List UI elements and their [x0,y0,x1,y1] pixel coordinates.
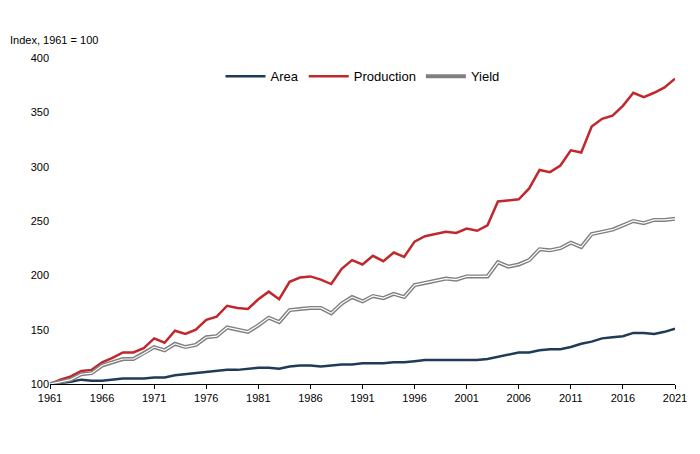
svg-text:Area: Area [271,69,299,84]
svg-text:1971: 1971 [142,392,166,404]
svg-text:1976: 1976 [194,392,218,404]
svg-text:350: 350 [31,106,49,118]
svg-text:2011: 2011 [559,392,583,404]
svg-text:1986: 1986 [298,392,322,404]
svg-text:2016: 2016 [611,392,635,404]
svg-text:Index, 1961 = 100: Index, 1961 = 100 [10,34,98,46]
svg-text:Production: Production [354,69,416,84]
svg-text:200: 200 [31,269,49,281]
svg-text:2006: 2006 [507,392,531,404]
svg-text:2021: 2021 [663,392,687,404]
svg-text:1996: 1996 [402,392,426,404]
svg-text:250: 250 [31,215,49,227]
svg-text:2001: 2001 [454,392,478,404]
svg-text:Yield: Yield [471,69,499,84]
svg-text:1961: 1961 [38,392,62,404]
svg-text:300: 300 [31,161,49,173]
svg-text:400: 400 [31,52,49,64]
svg-text:100: 100 [31,378,49,390]
svg-text:150: 150 [31,324,49,336]
svg-text:1981: 1981 [246,392,270,404]
svg-text:1991: 1991 [350,392,374,404]
svg-text:1966: 1966 [90,392,114,404]
